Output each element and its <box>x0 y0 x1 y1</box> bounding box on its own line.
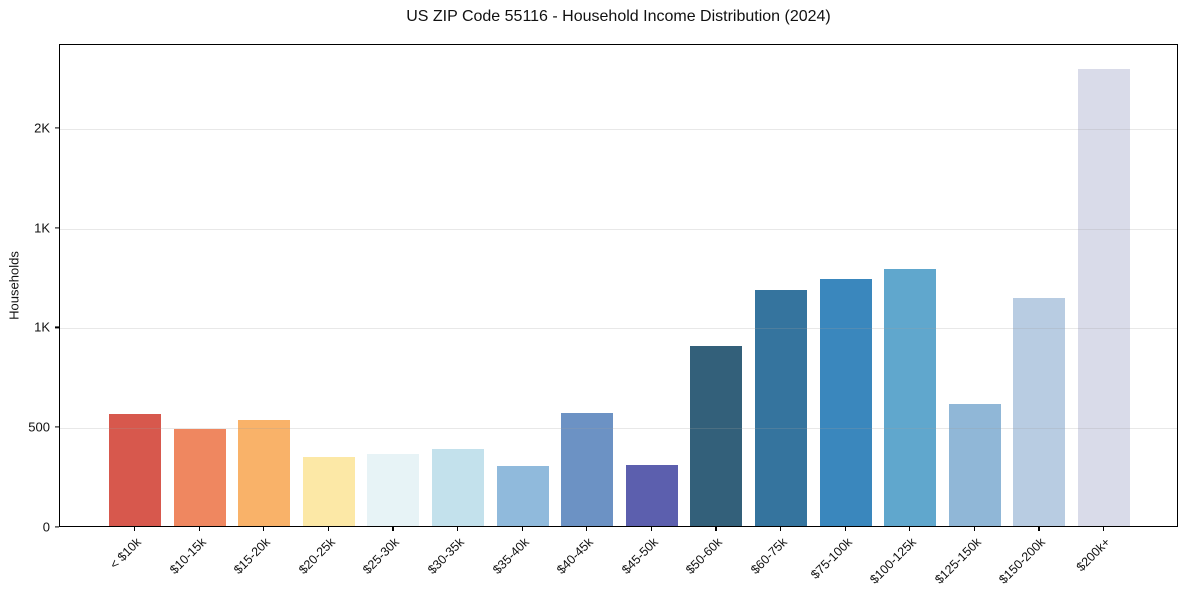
y-tick-label: 0 <box>42 519 50 535</box>
bar-100-125k <box>884 268 937 526</box>
x-tick-mark <box>521 527 523 531</box>
bar-10-15k <box>173 429 226 526</box>
y-tick-label: 500 <box>28 419 50 435</box>
y-tick-mark <box>55 227 59 229</box>
x-tick-mark <box>263 527 265 531</box>
gridline <box>60 228 1177 230</box>
x-tick-mark <box>973 527 975 531</box>
x-tick-mark <box>327 527 329 531</box>
x-tick-mark <box>392 527 394 531</box>
bar-125-150k <box>948 404 1001 526</box>
bar-20-25k <box>302 457 355 526</box>
y-tick-label: 2K <box>34 120 50 136</box>
bar-40-45k <box>561 413 614 526</box>
y-tick-mark <box>55 526 59 528</box>
y-tick-mark <box>55 127 59 129</box>
y-tick-mark <box>55 426 59 428</box>
x-tick-mark <box>1038 527 1040 531</box>
x-tick-mark <box>134 527 136 531</box>
x-tick-mark <box>780 527 782 531</box>
gridline <box>60 328 1177 330</box>
y-tick-label: 1K <box>34 220 50 236</box>
x-tick-mark <box>715 527 717 531</box>
bar-50-60k <box>690 346 743 526</box>
bar-200k+ <box>1078 68 1130 526</box>
x-tick-mark <box>650 527 652 531</box>
gridline <box>60 128 1177 130</box>
x-tick-mark <box>198 527 200 531</box>
y-tick-mark <box>55 326 59 328</box>
bar-45-50k <box>625 465 678 526</box>
bar-25-30k <box>367 454 420 526</box>
gridline <box>60 428 1177 430</box>
x-tick-mark <box>457 527 459 531</box>
bar-60-75k <box>755 289 807 526</box>
bar-150-200k <box>1013 298 1066 526</box>
bar-75-100k <box>819 278 872 526</box>
x-tick-mark <box>1103 527 1105 531</box>
x-tick-mark <box>586 527 588 531</box>
bar-10k <box>109 414 161 526</box>
bar-15-20k <box>238 420 291 526</box>
chart-title: US ZIP Code 55116 - Household Income Dis… <box>406 8 831 25</box>
x-tick-mark <box>844 527 846 531</box>
plot-area <box>59 44 1178 527</box>
bar-35-40k <box>496 466 549 526</box>
x-tick-label: < $10k <box>107 535 144 572</box>
x-tick-mark <box>909 527 911 531</box>
y-tick-label: 1K <box>34 319 50 335</box>
bar-30-35k <box>432 449 484 526</box>
